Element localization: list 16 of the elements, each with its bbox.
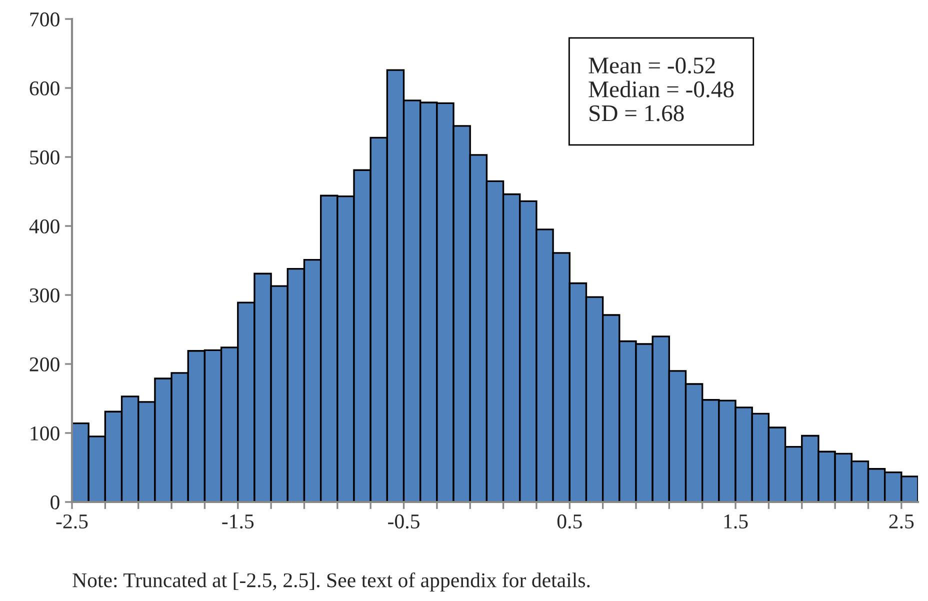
x-tick-label: 2.5 bbox=[889, 514, 914, 529]
y-tick-label: 200 bbox=[30, 357, 60, 372]
y-tick-label: 0 bbox=[50, 495, 60, 510]
x-tick-label: -0.5 bbox=[388, 514, 420, 529]
y-tick-label: 300 bbox=[30, 288, 60, 302]
y-tick-label: 400 bbox=[29, 219, 60, 234]
text: Note: Truncated at [-2.5, 2.5]. See text of appendix for details. bbox=[72, 572, 590, 592]
y-tick-label: 100 bbox=[30, 426, 60, 440]
x-tick-label: 0.5 bbox=[557, 514, 582, 529]
x-tick-label: 1.5 bbox=[724, 514, 748, 529]
y-tick-label: 600 bbox=[30, 81, 60, 96]
x-tick-label: -2.5 bbox=[56, 514, 88, 529]
y-tick-label: 700 bbox=[30, 12, 60, 26]
annotation: Mean = -0.52 Median = -0.48 SD = 1.68 bbox=[588, 58, 734, 122]
x-tick-label: -1.5 bbox=[222, 514, 254, 529]
y-tick-label: 500 bbox=[30, 150, 60, 164]
